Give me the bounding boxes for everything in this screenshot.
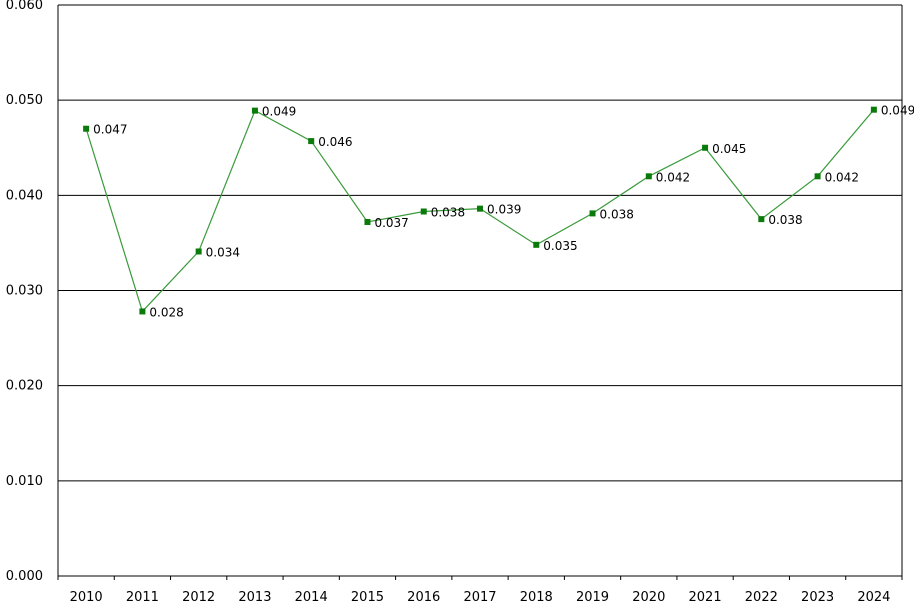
data-label: 0.038: [768, 213, 802, 227]
y-tick-labels: 0.000 0.010 0.020 0.030 0.040 0.050 0.060: [6, 0, 43, 584]
axes: [57, 5, 902, 577]
data-label: 0.038: [431, 206, 465, 220]
x-tick-label: 2014: [295, 590, 328, 604]
x-tick-label: 2018: [520, 590, 553, 604]
x-tick-label: 2024: [857, 590, 890, 604]
x-tick-label: 2016: [407, 590, 440, 604]
data-label: 0.037: [374, 216, 408, 230]
series-group: 0.047 0.028 0.034 0.049 0.046 0.037 0.038 0.039…: [83, 104, 914, 319]
data-label: 0.047: [93, 123, 127, 137]
data-label: 0.039: [487, 203, 521, 217]
data-point: [83, 125, 90, 132]
x-tick-label: 2012: [182, 590, 215, 604]
data-point: [702, 144, 709, 151]
data-label: 0.034: [206, 245, 240, 259]
gridlines: [58, 4, 903, 576]
x-tick-label: 2011: [126, 590, 159, 604]
data-point: [308, 138, 315, 145]
data-point: [870, 106, 877, 113]
data-label: 0.046: [318, 135, 352, 149]
y-tick-label: 0.020: [6, 379, 43, 394]
data-label: 0.042: [656, 170, 690, 184]
data-point: [139, 308, 146, 315]
data-point: [758, 216, 765, 223]
x-tick-label: 2017: [463, 590, 496, 604]
x-tick-label: 2020: [632, 590, 665, 604]
data-label: 0.035: [543, 239, 577, 253]
data-point: [533, 241, 540, 248]
data-label: 0.045: [712, 142, 746, 156]
x-tick-label: 2022: [745, 590, 778, 604]
data-point: [645, 173, 652, 180]
x-tick-label: 2019: [576, 590, 609, 604]
x-tick-label: 2010: [70, 590, 103, 604]
x-tick-label: 2015: [351, 590, 384, 604]
data-point: [420, 208, 427, 215]
data-point: [814, 173, 821, 180]
data-label: 0.049: [262, 105, 296, 119]
x-tick-label: 2013: [238, 590, 271, 604]
y-tick-label: 0.040: [6, 188, 43, 203]
data-label: 0.028: [149, 305, 183, 319]
x-tick-label: 2021: [689, 590, 722, 604]
x-tick-labels: 2010 2011 2012 2013 2014 2015 2016 2017 2018 2019…: [57, 576, 903, 604]
data-point: [477, 205, 483, 212]
y-tick-label: 0.050: [6, 93, 43, 108]
y-tick-label: 0.030: [6, 284, 43, 299]
data-label: 0.038: [600, 207, 634, 221]
x-tick-label: 2023: [801, 590, 834, 604]
y-tick-label: 0.010: [6, 474, 43, 489]
y-tick-label: 0.060: [6, 0, 43, 13]
data-point: [589, 210, 596, 217]
y-tick-label: 0.000: [6, 569, 43, 584]
data-label: 0.042: [825, 170, 859, 184]
data-label: 0.049: [881, 104, 914, 118]
data-point: [251, 107, 258, 114]
data-point: [195, 248, 202, 255]
data-point: [364, 218, 371, 225]
